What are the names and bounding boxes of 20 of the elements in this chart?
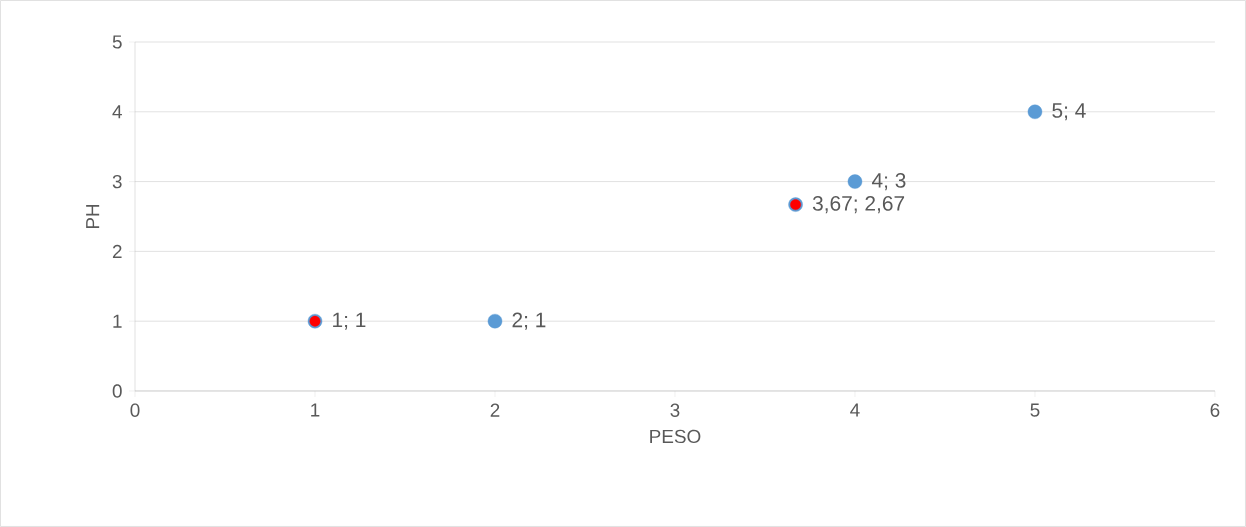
data-label: 2; 1 xyxy=(512,312,546,330)
x-axis-title: PESO xyxy=(650,429,701,444)
y-tick-label: 4 xyxy=(112,105,122,119)
x-tick-label: 1 xyxy=(311,403,320,417)
y-tick-label: 1 xyxy=(113,314,122,328)
y-tick-label: 2 xyxy=(112,244,122,258)
data-label: 5; 4 xyxy=(1052,103,1086,121)
y-tick-label: 5 xyxy=(112,35,122,49)
y-axis-title: PH xyxy=(86,204,100,229)
x-tick-label: 5 xyxy=(1030,403,1040,417)
y-tick-label: 3 xyxy=(112,174,122,189)
data-label: 1; 1 xyxy=(333,312,366,330)
x-tick-label: 6 xyxy=(1210,403,1220,417)
y-tick-label: 0 xyxy=(112,384,122,398)
x-tick-label: 3 xyxy=(670,403,680,417)
x-tick-label: 2 xyxy=(490,403,500,417)
x-tick-label: 4 xyxy=(850,403,860,417)
x-tick-label: 0 xyxy=(130,403,140,417)
data-label: 3,67; 2,67 xyxy=(812,195,905,214)
data-label: 4; 3 xyxy=(871,172,906,191)
